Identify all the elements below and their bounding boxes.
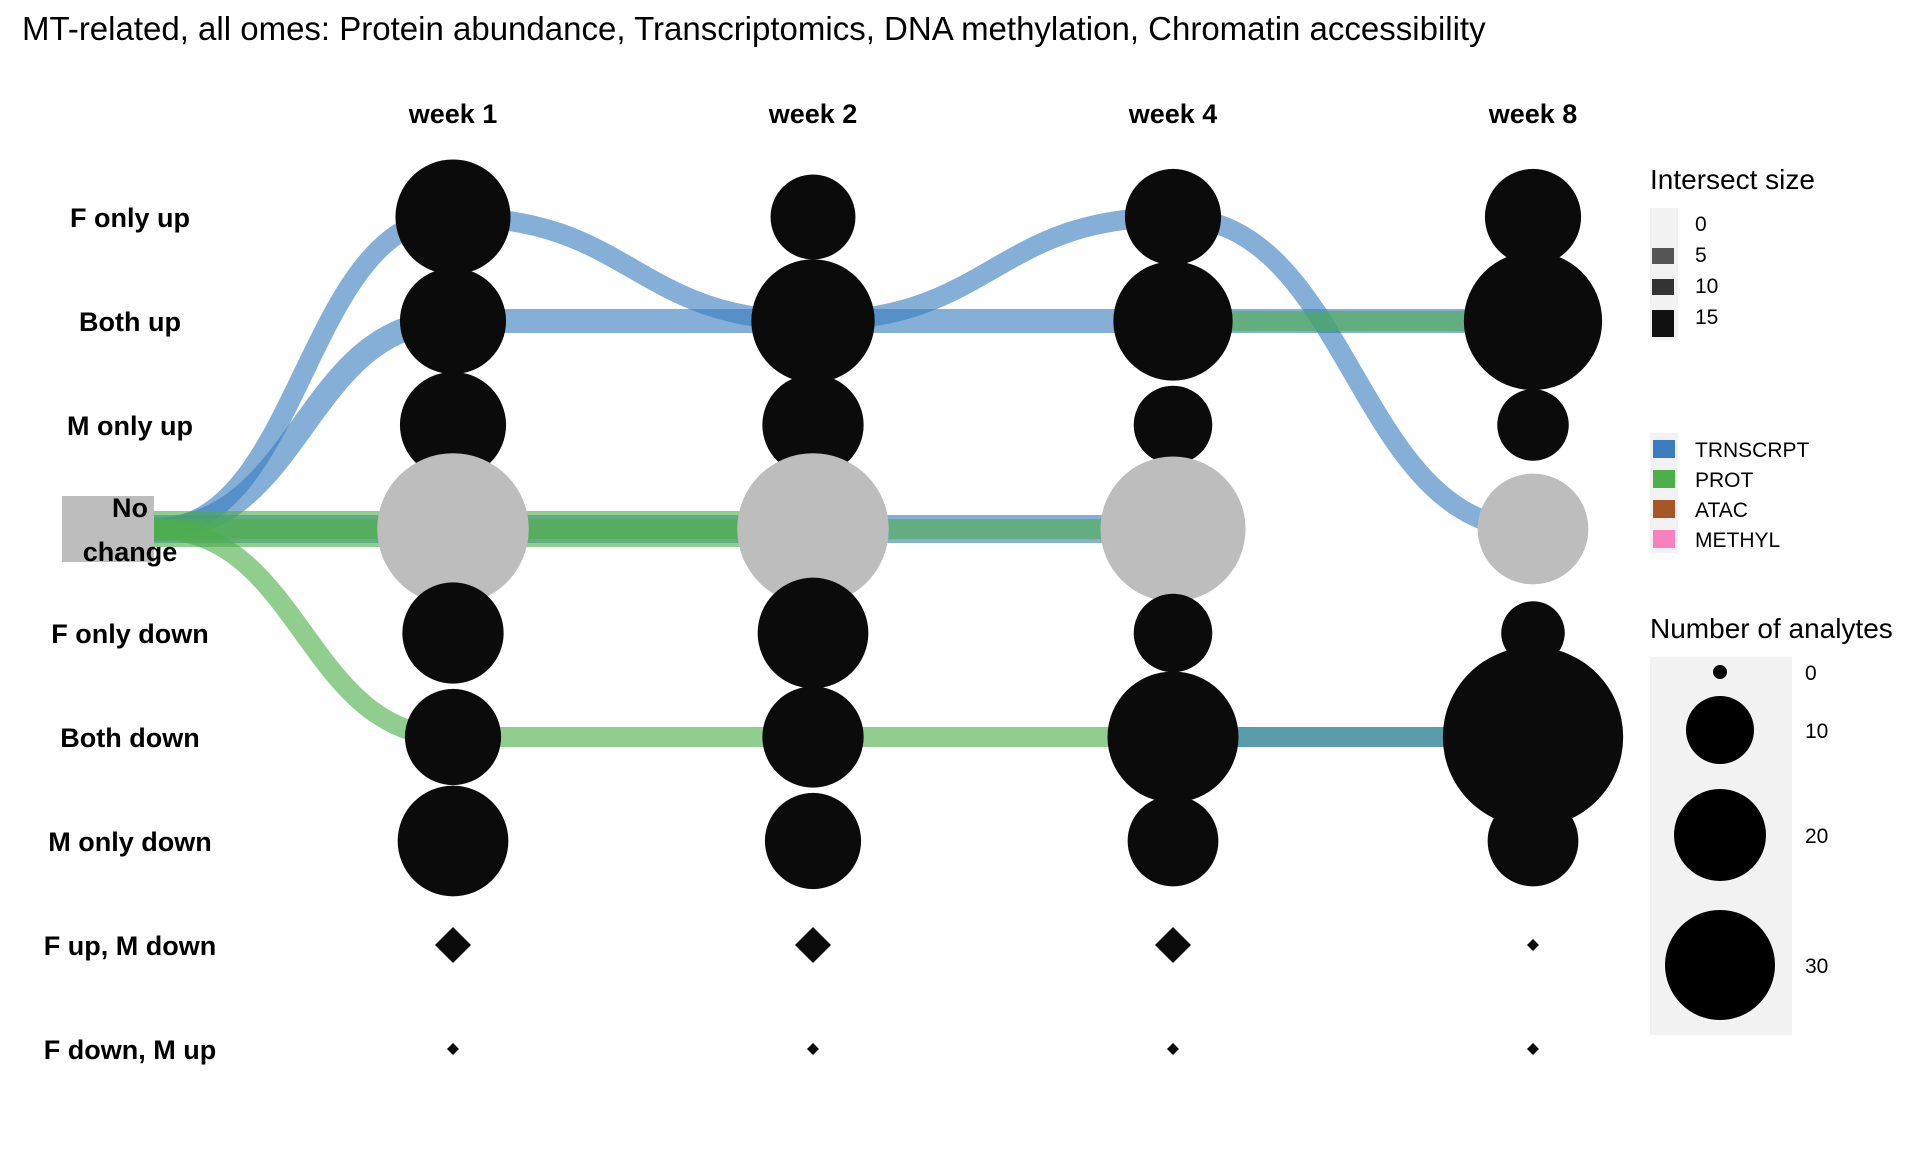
row-label: F down, M up — [44, 1035, 216, 1065]
legend-ome-swatch — [1653, 500, 1675, 518]
node-f-only-down-w0 — [402, 582, 504, 684]
node-f-only-up-w0 — [395, 159, 511, 275]
legend-size-value: 0 — [1805, 662, 1817, 685]
node-both-up-w1 — [751, 259, 875, 383]
start-node-label: No — [112, 493, 148, 523]
legend-intersect-swatch — [1652, 279, 1674, 295]
node-both-down-w0 — [404, 688, 502, 786]
legend-intersect-value: 10 — [1695, 275, 1718, 298]
legend-intersect-swatch — [1652, 217, 1674, 221]
node-m-only-down-w1 — [764, 792, 862, 890]
legend-size-circle — [1686, 696, 1754, 764]
node-f-only-up-w2 — [1124, 168, 1222, 266]
node-f-up-m-down-w3 — [1527, 939, 1539, 951]
legend-ome-label: METHYL — [1695, 529, 1780, 552]
node-m-only-down-w0 — [397, 785, 509, 897]
node-both-up-w3 — [1463, 251, 1603, 391]
legend-size-value: 20 — [1805, 825, 1828, 848]
node-f-down-m-up-w3 — [1527, 1043, 1539, 1055]
node-m-only-down-w3 — [1487, 795, 1579, 887]
row-label: M only up — [67, 411, 193, 441]
node-m-only-up-w3 — [1497, 389, 1569, 461]
node-both-down-w2 — [1107, 671, 1239, 803]
week-label: week 2 — [768, 99, 858, 129]
legend-intersect-title: Intersect size — [1650, 164, 1815, 195]
chart-title: MT-related, all omes: Protein abundance,… — [22, 10, 1486, 47]
node-f-only-down-w1 — [757, 577, 869, 689]
row-label: F only up — [70, 203, 190, 233]
row-label: M only down — [48, 827, 211, 857]
node-f-down-m-up-w1 — [807, 1043, 819, 1055]
node-f-only-down-w2 — [1133, 593, 1213, 673]
legend-intersect-value: 15 — [1695, 306, 1718, 329]
node-no-change-w3 — [1477, 473, 1589, 585]
node-both-down-w3 — [1442, 646, 1624, 828]
node-no-change-w0 — [377, 453, 529, 605]
legend-ome-swatch — [1653, 530, 1675, 548]
legend-ome-swatch — [1653, 440, 1675, 458]
week-label: week 8 — [1488, 99, 1578, 129]
legend: Intersect size 0 5 10 15 TRNSCRPT PROT ATAC METH… — [1650, 164, 1893, 1035]
week-label: week 4 — [1128, 99, 1218, 129]
legend-ome-swatch — [1653, 470, 1675, 488]
row-label: Both down — [60, 723, 199, 753]
start-node-box — [62, 496, 154, 562]
week-labels: week 1 week 2 week 4 week 8 — [408, 99, 1578, 129]
node-no-change-w1 — [737, 453, 889, 605]
row-label: F only down — [51, 619, 208, 649]
legend-intersect-swatch — [1652, 311, 1674, 337]
legend-size-circle — [1665, 910, 1775, 1020]
legend-intersect-value: 5 — [1695, 244, 1707, 267]
node-f-up-m-down-w1 — [795, 927, 831, 963]
legend-intersect-swatch — [1652, 248, 1674, 264]
row-label: Both up — [79, 307, 181, 337]
node-f-only-up-w1 — [770, 174, 856, 260]
legend-ome-label: ATAC — [1695, 499, 1748, 522]
legend-ome-label: PROT — [1695, 469, 1754, 492]
node-layer — [377, 159, 1624, 1055]
legend-size-circle — [1674, 789, 1766, 881]
node-m-only-up-w0 — [399, 371, 507, 479]
row-label: F up, M down — [44, 931, 216, 961]
node-f-only-up-w3 — [1484, 168, 1582, 266]
node-f-down-m-up-w2 — [1167, 1043, 1179, 1055]
node-both-down-w1 — [762, 686, 864, 788]
node-both-up-w2 — [1113, 261, 1233, 381]
legend-size-value: 30 — [1805, 955, 1828, 978]
node-f-up-m-down-w0 — [435, 927, 471, 963]
legend-intersect-value: 0 — [1695, 213, 1707, 236]
legend-size-value: 10 — [1805, 720, 1828, 743]
start-node-label: change — [83, 537, 178, 567]
node-m-only-up-w2 — [1133, 385, 1213, 465]
node-f-down-m-up-w0 — [447, 1043, 459, 1055]
node-both-up-w0 — [399, 267, 507, 375]
node-m-only-up-w1 — [762, 374, 864, 476]
node-f-up-m-down-w2 — [1155, 927, 1191, 963]
week-label: week 1 — [408, 99, 498, 129]
start-node-layer: No change — [62, 493, 177, 567]
node-no-change-w2 — [1100, 456, 1246, 602]
legend-size-title: Number of analytes — [1650, 613, 1893, 644]
row-labels: F only up Both up M only up F only down Both… — [44, 203, 216, 1065]
legend-ome-label: TRNSCRPT — [1695, 439, 1810, 462]
node-m-only-down-w2 — [1127, 795, 1219, 887]
legend-size-circle — [1713, 665, 1727, 679]
